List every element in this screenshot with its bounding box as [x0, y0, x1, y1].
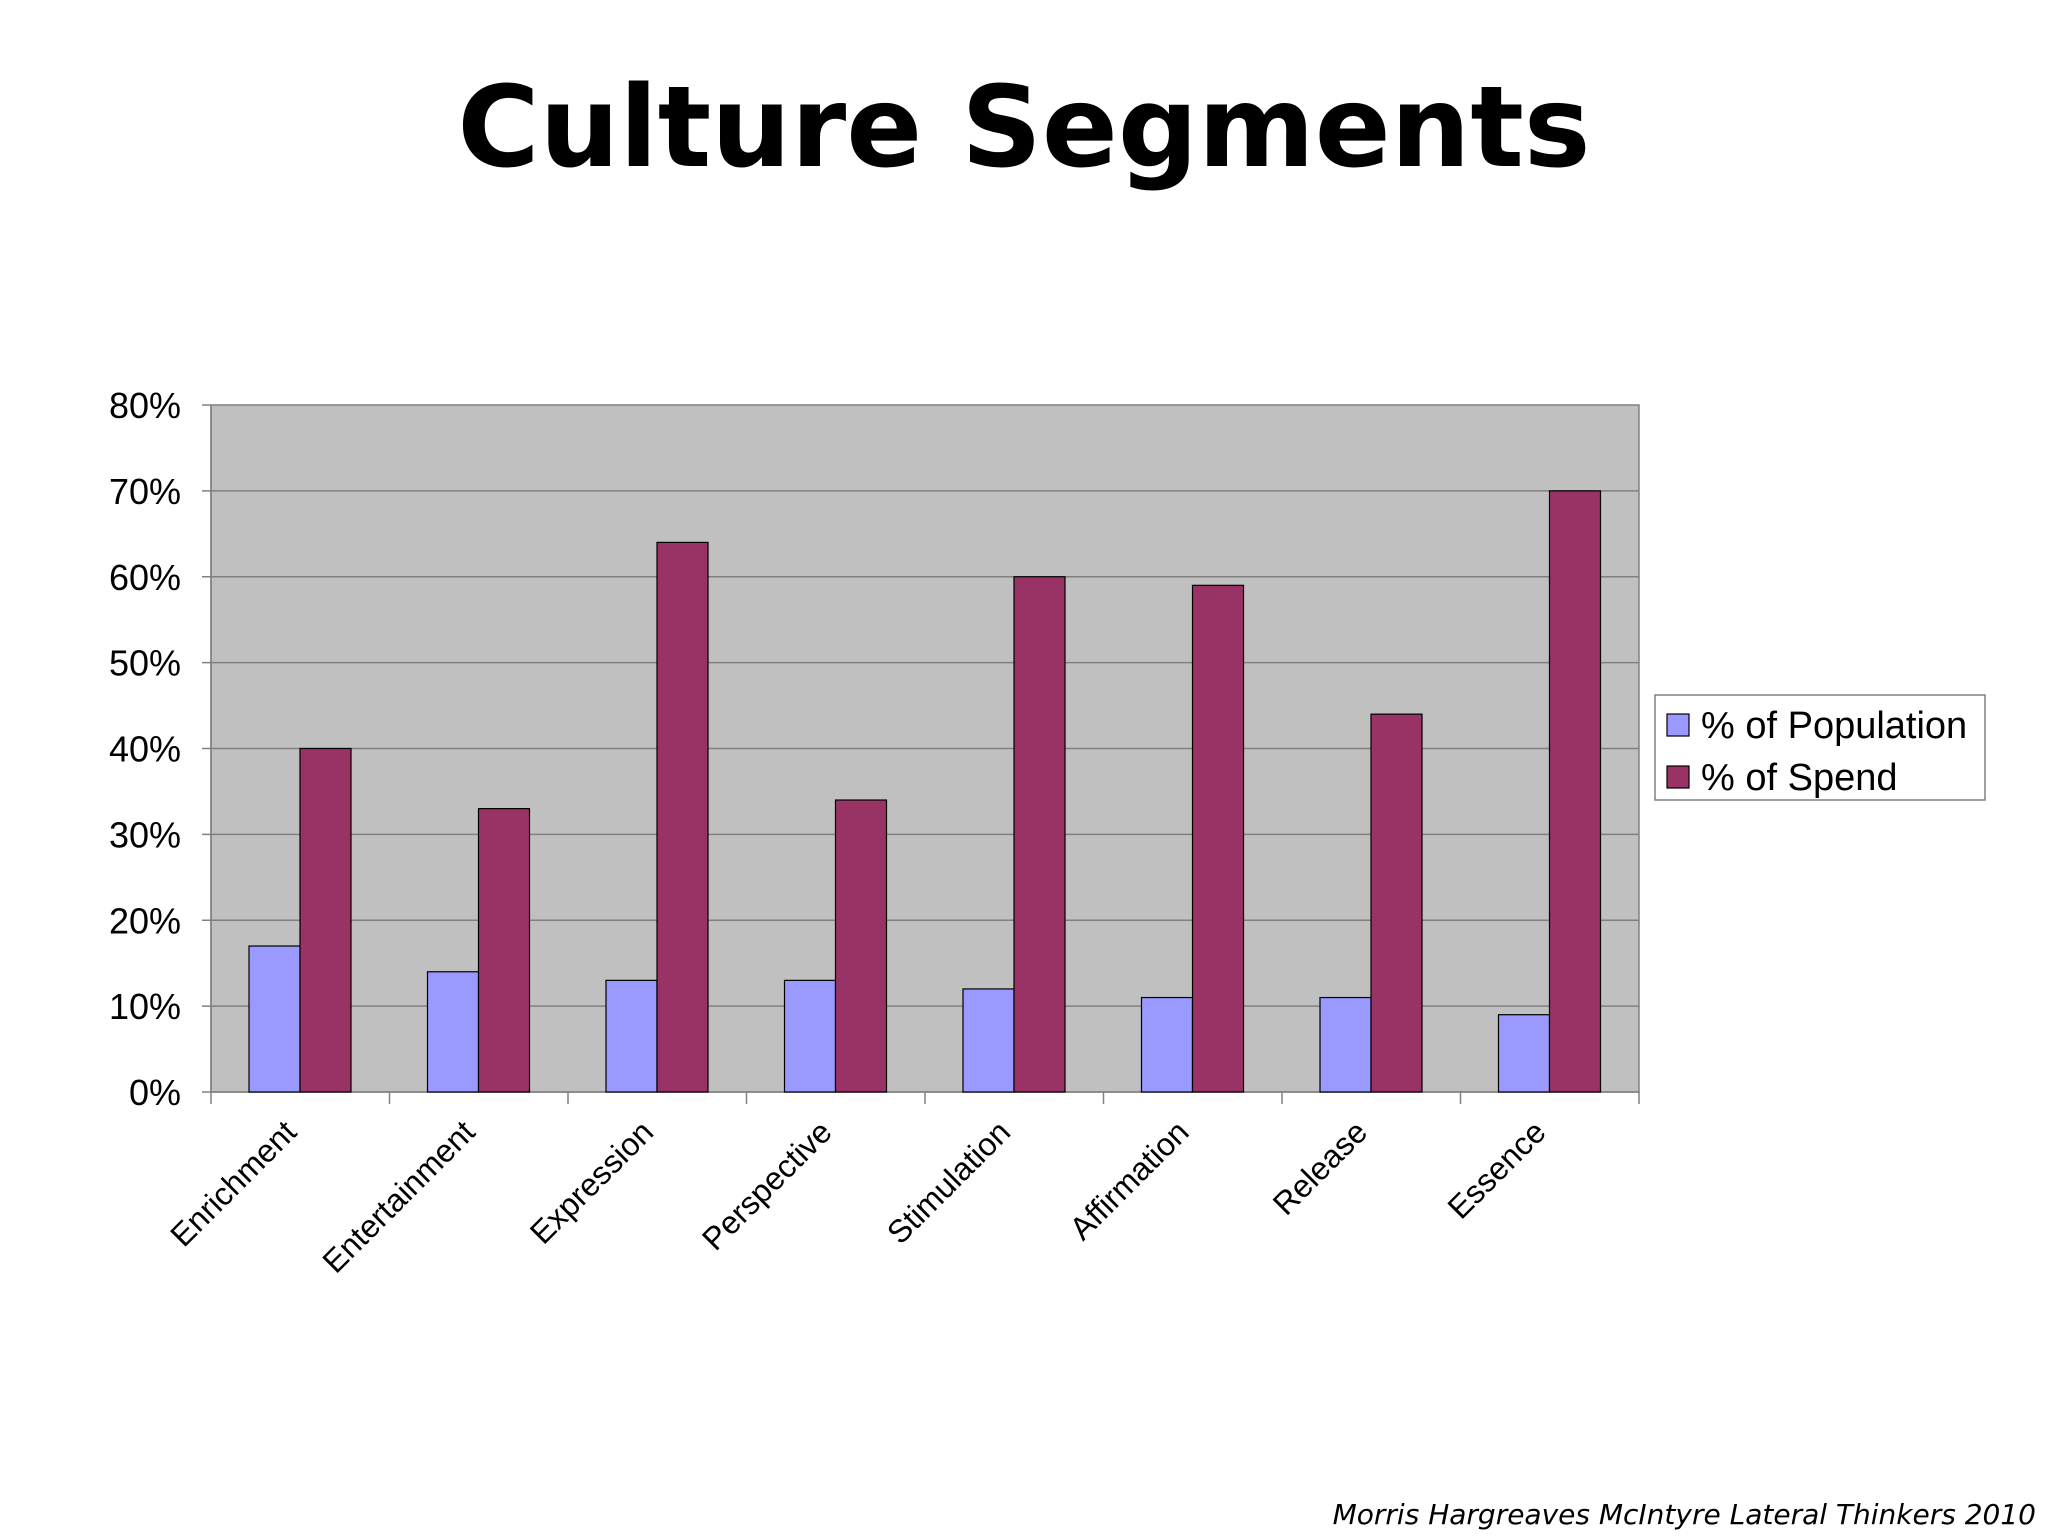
x-tick-label: Affirmation [1063, 1113, 1196, 1246]
slide-title: Culture Segments [457, 63, 1591, 193]
bar-population-entertainment [426, 971, 480, 1093]
y-tick-label: 20% [109, 900, 181, 941]
y-tick-label: 40% [109, 729, 181, 770]
y-tick-label: 80% [109, 385, 181, 426]
legend-label: % of Population [1701, 705, 1967, 747]
y-tick-label: 10% [109, 986, 181, 1027]
x-tick-label: Expression [523, 1113, 660, 1250]
bar-population-essence [1497, 1014, 1551, 1093]
bar-population-expression [605, 979, 658, 1093]
bar-population-stimulation [962, 988, 1015, 1093]
legend: % of Population % of Spend [1654, 694, 1986, 801]
y-tick-label: 60% [109, 557, 181, 598]
bar-spend-release [1370, 713, 1423, 1093]
bar-spend-expression [656, 541, 709, 1093]
y-tick-label: 70% [109, 471, 181, 512]
legend-swatch [1666, 765, 1690, 789]
legend-label: % of Spend [1701, 757, 1897, 799]
bar-spend-entertainment [477, 808, 531, 1093]
bar-population-enrichment [248, 945, 301, 1093]
x-tick-label: Essence [1440, 1113, 1552, 1225]
bar-population-perspective [783, 979, 837, 1093]
y-tick-label: 30% [109, 814, 181, 855]
bar-spend-affirmation [1191, 584, 1245, 1093]
bars [248, 490, 1602, 1093]
bar-spend-essence [1548, 490, 1602, 1093]
x-tick-label: Enrichment [163, 1113, 303, 1253]
source-note: Morris Hargreaves McIntyre Lateral Think… [1332, 1498, 2036, 1531]
bar-population-affirmation [1140, 996, 1194, 1093]
bar-population-release [1319, 996, 1372, 1093]
x-tick-label: Perspective [695, 1113, 839, 1257]
bar-spend-stimulation [1013, 576, 1066, 1093]
x-tick-label: Entertainment [315, 1113, 481, 1279]
x-tick-label: Stimulation [880, 1113, 1017, 1250]
x-tick-label: Release [1266, 1113, 1374, 1221]
bar-spend-perspective [834, 799, 888, 1093]
legend-swatch [1666, 713, 1690, 737]
y-tick-label: 50% [109, 643, 181, 684]
y-tick-label: 0% [129, 1072, 181, 1113]
legend-box [1654, 694, 1986, 801]
bar-spend-enrichment [299, 747, 352, 1093]
